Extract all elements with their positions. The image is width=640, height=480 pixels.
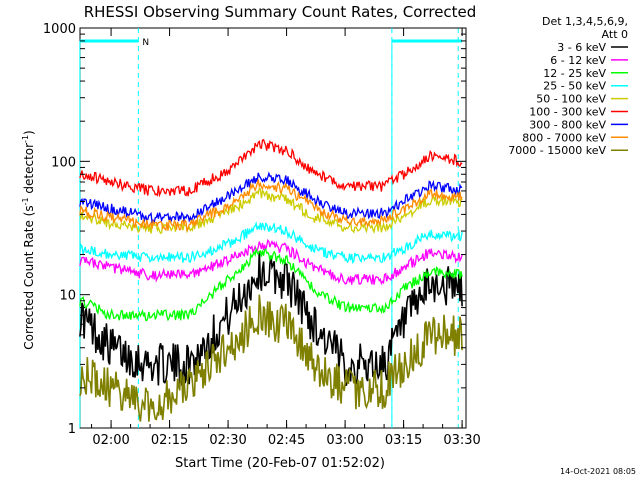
y-tick-label-0: 1	[68, 422, 76, 437]
legend-label-2: 12 - 25 keV	[543, 67, 606, 80]
x-tick-label-5: 03:15	[385, 433, 422, 448]
legend-label-3: 25 - 50 keV	[543, 80, 606, 93]
x-tick-label-6: 03:30	[443, 433, 480, 448]
legend-label-6: 300 - 800 keV	[529, 118, 606, 131]
x-axis-label: Start Time (20-Feb-07 01:52:02)	[175, 456, 385, 471]
series-line-7	[79, 179, 463, 233]
y-axis-label-close: )	[22, 130, 36, 135]
footer-date: 14-Oct-2021 08:05	[560, 467, 636, 476]
attenuator-flag-label: N	[142, 38, 149, 48]
series-line-4	[79, 188, 463, 234]
x-tick-label-1: 02:15	[151, 433, 188, 448]
legend-label-4: 50 - 100 keV	[536, 93, 606, 106]
x-tick-label-4: 03:00	[326, 433, 363, 448]
legend-label-8: 7000 - 15000 keV	[508, 144, 606, 157]
series-line-1	[79, 238, 463, 286]
axis-layer: 02:00 02:15 02:30 02:45 03:00 03:15 03:30 1 10 10…	[43, 22, 481, 448]
y-tick-label-1: 10	[59, 289, 76, 304]
y-axis-label-exp1: -1	[21, 197, 30, 205]
legend-label-5: 100 - 300 keV	[529, 106, 606, 119]
legend-label-7: 800 - 7000 keV	[522, 131, 606, 144]
svg-text:Corrected Count Rate (s-1 dete: Corrected Count Rate (s-1 detector-1)	[21, 130, 36, 349]
legend-label-1: 6 - 12 keV	[550, 54, 606, 67]
x-tick-label-2: 02:30	[209, 433, 246, 448]
y-axis-label: Corrected Count Rate (s-1 detector-1)	[21, 130, 36, 349]
legend-header-1: Det 1,3,4,5,6,9,	[542, 15, 628, 28]
series-layer	[79, 138, 463, 422]
y-axis-label-exp2: -1	[21, 135, 30, 143]
series-line-8	[79, 294, 463, 422]
series-line-5	[79, 138, 463, 198]
x-tick-label-0: 02:00	[92, 433, 129, 448]
y-axis-label-main: Corrected Count Rate (s	[22, 205, 36, 349]
x-tick-label-3: 02:45	[268, 433, 305, 448]
series-line-2	[79, 246, 463, 322]
series-line-6	[79, 171, 463, 225]
legend-header-2: Att 0	[602, 28, 628, 41]
y-tick-label-2: 100	[51, 155, 76, 170]
legend-label-0: 3 - 6 keV	[557, 41, 606, 54]
series-line-3	[79, 221, 463, 265]
y-tick-label-3: 1000	[43, 22, 76, 37]
chart-title: RHESSI Observing Summary Count Rates, Co…	[84, 3, 477, 21]
y-axis-label-mid: detector	[22, 143, 36, 198]
